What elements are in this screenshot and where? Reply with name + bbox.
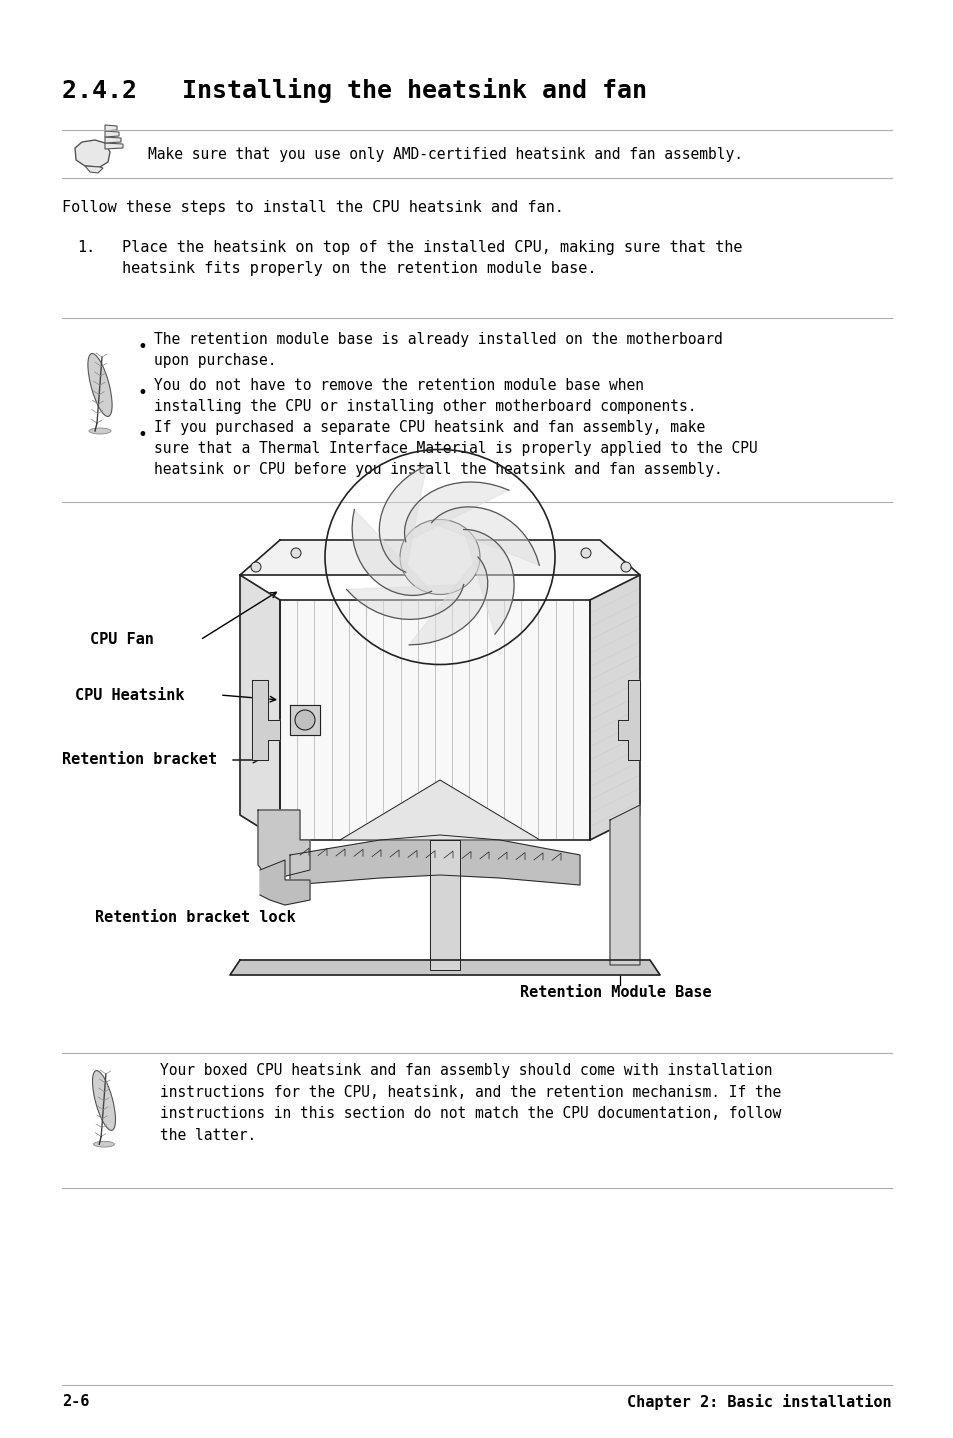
- Polygon shape: [105, 137, 121, 142]
- Polygon shape: [463, 529, 514, 634]
- Polygon shape: [589, 575, 639, 840]
- Polygon shape: [346, 584, 463, 620]
- Text: •: •: [138, 426, 148, 444]
- Polygon shape: [352, 509, 431, 595]
- Polygon shape: [240, 575, 280, 840]
- Polygon shape: [409, 557, 487, 644]
- Circle shape: [620, 562, 630, 572]
- Ellipse shape: [92, 1071, 115, 1130]
- Text: Retention bracket lock: Retention bracket lock: [94, 910, 295, 925]
- Text: Make sure that you use only AMD-certified heatsink and fan assembly.: Make sure that you use only AMD-certifie…: [148, 148, 742, 162]
- Text: 2-6: 2-6: [62, 1395, 90, 1409]
- Text: CPU Fan: CPU Fan: [90, 633, 153, 647]
- Ellipse shape: [399, 519, 479, 594]
- Polygon shape: [379, 466, 426, 572]
- Text: •: •: [138, 384, 148, 403]
- Polygon shape: [230, 961, 659, 975]
- Polygon shape: [430, 840, 459, 971]
- Ellipse shape: [93, 1142, 114, 1148]
- Circle shape: [291, 548, 301, 558]
- Text: Place the heatsink on top of the installed CPU, making sure that the
heatsink fi: Place the heatsink on top of the install…: [122, 240, 741, 276]
- Polygon shape: [105, 125, 117, 131]
- Polygon shape: [105, 131, 119, 137]
- Circle shape: [294, 710, 314, 731]
- Text: The retention module base is already installed on the motherboard
upon purchase.: The retention module base is already ins…: [153, 332, 722, 368]
- Text: 1.: 1.: [77, 240, 95, 255]
- Text: 2.4.2   Installing the heatsink and fan: 2.4.2 Installing the heatsink and fan: [62, 78, 646, 104]
- Text: You do not have to remove the retention module base when
installing the CPU or i: You do not have to remove the retention …: [153, 378, 696, 414]
- Ellipse shape: [89, 429, 111, 434]
- Polygon shape: [431, 506, 538, 565]
- Polygon shape: [252, 680, 280, 761]
- Polygon shape: [609, 805, 639, 965]
- Text: •: •: [138, 338, 148, 357]
- Text: Retention Module Base: Retention Module Base: [519, 985, 711, 999]
- Text: Follow these steps to install the CPU heatsink and fan.: Follow these steps to install the CPU he…: [62, 200, 563, 216]
- Polygon shape: [85, 165, 103, 173]
- Text: Your boxed CPU heatsink and fan assembly should come with installation
instructi: Your boxed CPU heatsink and fan assembly…: [160, 1063, 781, 1143]
- Polygon shape: [260, 860, 310, 905]
- Polygon shape: [404, 482, 508, 542]
- Ellipse shape: [88, 354, 112, 417]
- Polygon shape: [339, 779, 539, 840]
- Text: Retention bracket: Retention bracket: [62, 752, 217, 768]
- Polygon shape: [280, 600, 589, 840]
- Circle shape: [251, 562, 261, 572]
- Text: Chapter 2: Basic installation: Chapter 2: Basic installation: [627, 1393, 891, 1411]
- Polygon shape: [618, 680, 639, 761]
- Polygon shape: [105, 142, 123, 150]
- Polygon shape: [240, 541, 639, 575]
- Text: CPU Heatsink: CPU Heatsink: [75, 687, 184, 703]
- Text: If you purchased a separate CPU heatsink and fan assembly, make
sure that a Ther: If you purchased a separate CPU heatsink…: [153, 420, 757, 477]
- Polygon shape: [257, 810, 310, 880]
- Polygon shape: [75, 139, 110, 167]
- Circle shape: [580, 548, 590, 558]
- Polygon shape: [290, 705, 319, 735]
- Polygon shape: [290, 835, 579, 884]
